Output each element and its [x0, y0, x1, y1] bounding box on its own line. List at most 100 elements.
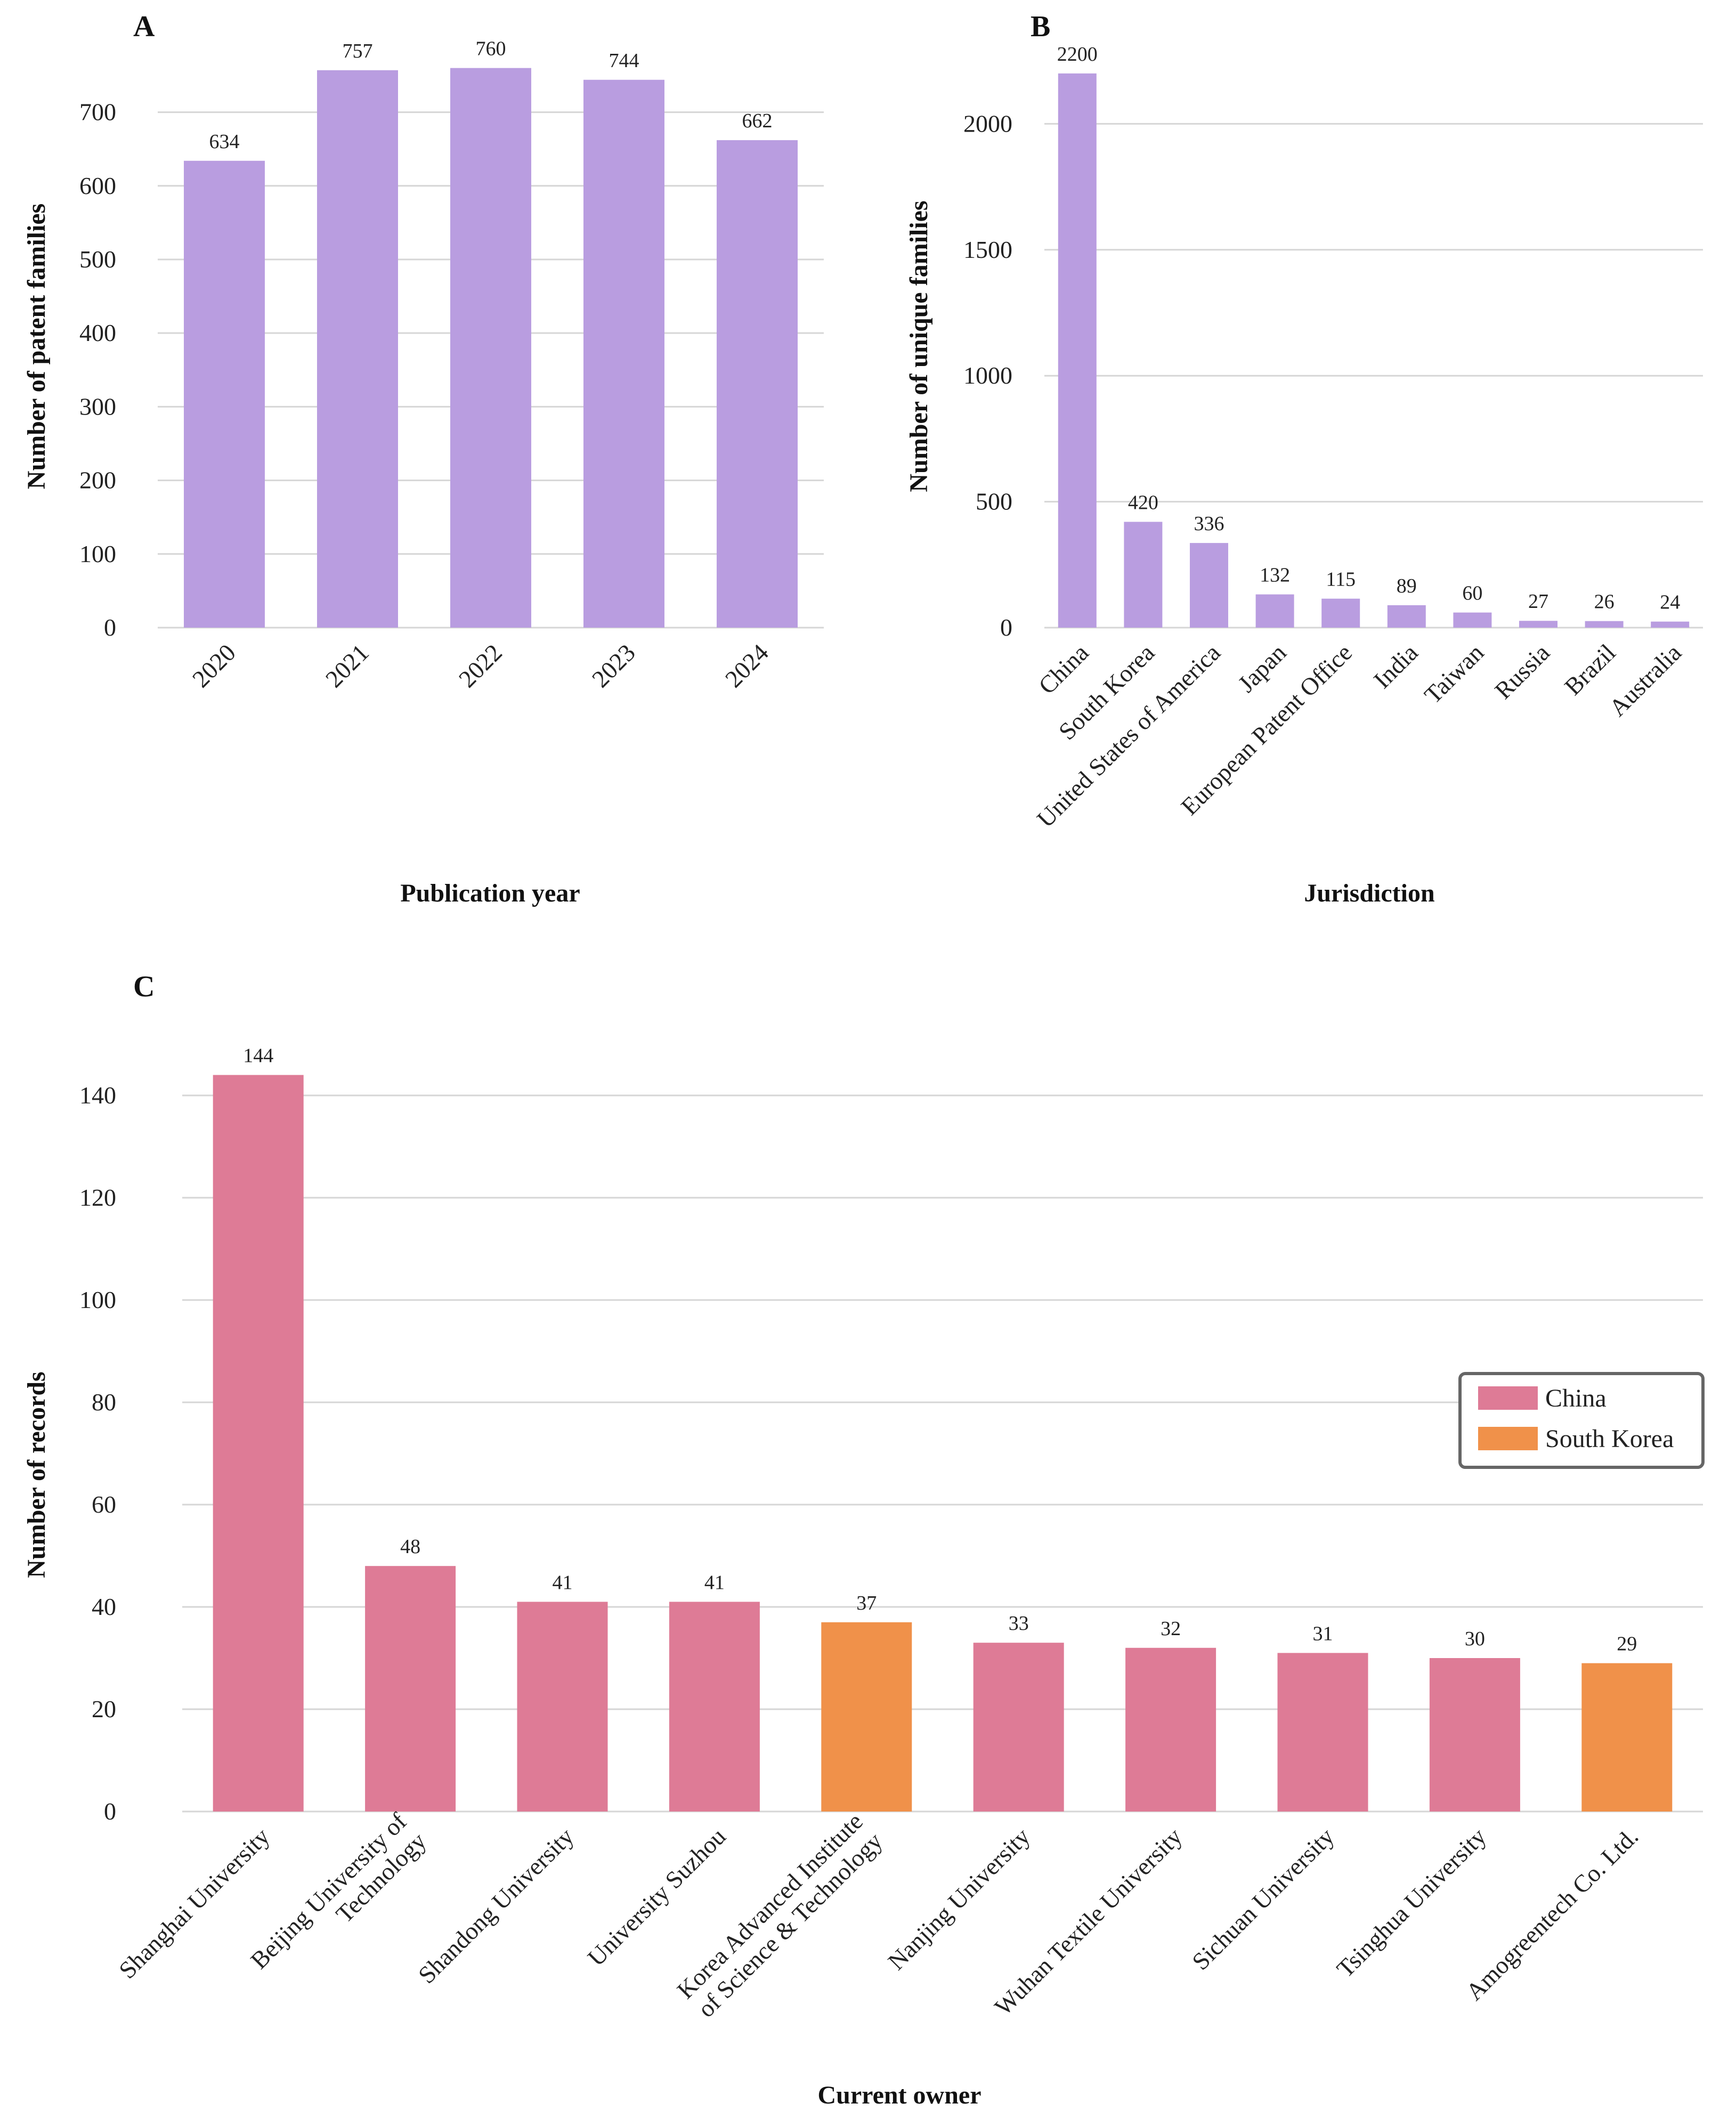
- data-label: 29: [1617, 1633, 1637, 1655]
- data-label: 132: [1260, 564, 1290, 587]
- y-tick-label: 200: [79, 467, 116, 494]
- x-tick-line: Japan: [1232, 639, 1291, 697]
- x-tick-line: Sichuan University: [1187, 1823, 1339, 1975]
- bar: [1387, 605, 1426, 628]
- data-label: 41: [553, 1571, 573, 1594]
- bar: [1190, 543, 1228, 628]
- data-label: 33: [1009, 1612, 1029, 1635]
- x-tick-label: Nanjing University: [882, 1823, 1035, 1975]
- bar: [1125, 1647, 1216, 1812]
- x-tick-label: Japan: [1232, 639, 1291, 697]
- y-tick-label: 60: [92, 1491, 116, 1518]
- bar: [669, 1602, 760, 1812]
- panel-c-y-axis-title: Number of records: [22, 1371, 51, 1578]
- panel-a-y-axis-title: Number of patent families: [22, 204, 51, 489]
- x-tick-label: 2022: [453, 639, 507, 693]
- legend-label-china: China: [1545, 1384, 1607, 1412]
- bar: [1124, 522, 1163, 628]
- x-tick-label: 2024: [720, 639, 774, 693]
- bar: [213, 1075, 304, 1812]
- x-tick-label: Australia: [1604, 639, 1686, 721]
- legend-swatch-china: [1478, 1386, 1538, 1410]
- data-label: 41: [704, 1571, 725, 1594]
- bar: [717, 140, 798, 628]
- bar: [1651, 621, 1690, 628]
- panel-a: A 634 757 760 744 662 0 100 200 300 400 500 600 700 2…: [22, 10, 824, 907]
- x-tick-label: Tsinghua University: [1332, 1823, 1491, 1983]
- bar: [317, 70, 398, 628]
- x-tick-label: Russia: [1489, 639, 1555, 704]
- y-tick-label: 1500: [963, 236, 1012, 263]
- x-tick-label: Sichuan University: [1187, 1823, 1339, 1975]
- bar: [583, 79, 664, 628]
- y-tick-label: 120: [79, 1184, 116, 1211]
- x-tick-line: 2023: [587, 639, 640, 693]
- data-label: 26: [1594, 591, 1615, 613]
- x-tick-label: Amogreentech Co. Ltd.: [1461, 1823, 1643, 2005]
- x-tick-line: of Science & Technology: [692, 1827, 888, 2022]
- data-label: 757: [343, 40, 373, 62]
- x-tick-label: 2023: [587, 639, 640, 693]
- x-tick-line: Shandong University: [413, 1823, 579, 1989]
- y-tick-label: 0: [104, 614, 116, 641]
- bar: [517, 1602, 608, 1812]
- y-tick-label: 300: [79, 393, 116, 420]
- legend-swatch-south-korea: [1478, 1427, 1538, 1450]
- bar: [1255, 594, 1294, 628]
- data-label: 420: [1128, 491, 1158, 514]
- x-tick-label: 2020: [187, 639, 241, 693]
- bar: [1453, 612, 1492, 628]
- data-label: 27: [1528, 590, 1548, 613]
- bar: [973, 1643, 1064, 1812]
- y-tick-label: 400: [79, 319, 116, 346]
- y-tick-label: 40: [92, 1593, 116, 1620]
- panel-c: C 144 48 41 41 37 33 32 31 30 29 0 20 40 60 80 100 120 14…: [22, 970, 1705, 2109]
- x-tick-line: Brazil: [1559, 639, 1621, 701]
- y-tick-label: 0: [1000, 614, 1012, 641]
- panel-a-x-axis-title: Publication year: [400, 879, 580, 907]
- y-tick-label: 2000: [963, 110, 1012, 137]
- x-tick-label: India: [1368, 639, 1423, 694]
- y-tick-label: 20: [92, 1695, 116, 1723]
- x-tick-line: 2020: [187, 639, 241, 693]
- bar: [1277, 1653, 1368, 1812]
- x-tick-line: Taiwan: [1419, 639, 1489, 709]
- data-label: 31: [1313, 1622, 1333, 1645]
- data-label: 760: [476, 38, 506, 60]
- bar: [1429, 1658, 1520, 1812]
- x-tick-label: Brazil: [1559, 639, 1621, 701]
- data-label: 744: [609, 50, 639, 72]
- data-label: 60: [1462, 582, 1482, 605]
- x-tick-label: Shandong University: [413, 1823, 579, 1989]
- x-tick-line: Nanjing University: [882, 1823, 1035, 1975]
- bar: [1585, 621, 1624, 628]
- y-tick-label: 600: [79, 172, 116, 199]
- panel-c-x-axis-title: Current owner: [817, 2081, 981, 2109]
- x-tick-line: 2024: [720, 639, 774, 693]
- x-tick-line: Russia: [1489, 639, 1555, 704]
- y-tick-label: 140: [79, 1082, 116, 1109]
- data-label: 662: [742, 110, 773, 132]
- panel-b-letter: B: [1031, 10, 1050, 43]
- bar: [1321, 598, 1360, 628]
- y-tick-label: 0: [104, 1798, 116, 1825]
- y-tick-label: 80: [92, 1388, 116, 1416]
- data-label: 336: [1194, 513, 1224, 535]
- panel-b-y-axis-title: Number of unique families: [905, 200, 933, 492]
- x-tick-line: Australia: [1604, 639, 1686, 721]
- x-tick-line: China: [1033, 639, 1094, 700]
- data-label: 32: [1161, 1618, 1181, 1640]
- x-tick-label: 2021: [320, 639, 374, 693]
- data-label: 30: [1465, 1628, 1485, 1650]
- y-tick-label: 1000: [963, 362, 1012, 389]
- bar: [450, 68, 531, 628]
- x-tick-line: 2022: [453, 639, 507, 693]
- data-label: 48: [400, 1536, 420, 1558]
- data-label: 2200: [1057, 43, 1098, 66]
- legend-label-south-korea: South Korea: [1545, 1425, 1674, 1453]
- y-tick-label: 500: [976, 488, 1012, 515]
- x-tick-line: 2021: [320, 639, 374, 693]
- data-label: 24: [1660, 591, 1680, 614]
- panel-b-x-axis-title: Jurisdiction: [1304, 879, 1434, 907]
